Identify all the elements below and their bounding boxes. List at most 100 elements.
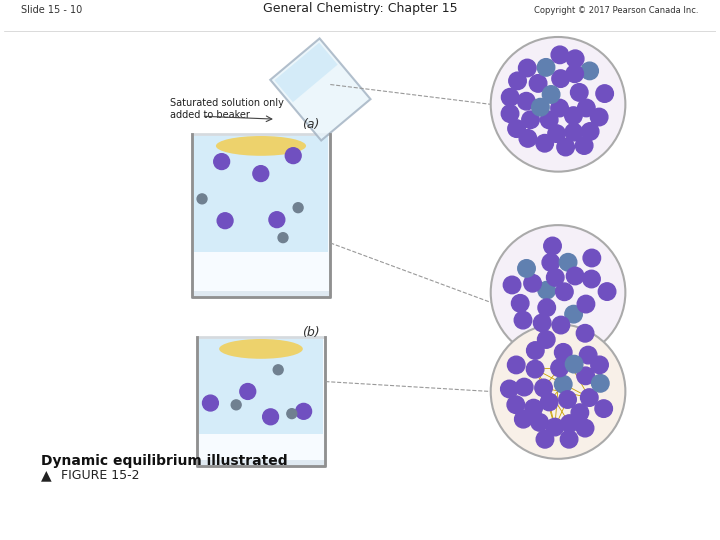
Circle shape [253, 166, 269, 181]
Text: (a): (a) [302, 118, 319, 131]
Circle shape [534, 314, 551, 332]
Circle shape [580, 389, 598, 406]
Circle shape [554, 343, 572, 361]
Circle shape [491, 37, 626, 172]
Circle shape [552, 316, 570, 334]
Circle shape [541, 393, 558, 411]
Circle shape [514, 312, 532, 329]
Bar [192, 292, 330, 298]
Circle shape [529, 75, 547, 92]
Circle shape [511, 295, 529, 312]
Circle shape [536, 430, 554, 448]
Circle shape [546, 269, 564, 286]
Circle shape [541, 111, 558, 129]
Circle shape [535, 379, 552, 397]
Text: Saturated solution only
added to beaker: Saturated solution only added to beaker [170, 98, 284, 120]
Circle shape [287, 409, 297, 419]
Circle shape [577, 367, 595, 384]
Text: FIGURE 15-2: FIGURE 15-2 [61, 469, 140, 482]
Circle shape [598, 283, 616, 300]
Bar [197, 460, 325, 465]
Circle shape [542, 86, 560, 103]
Circle shape [231, 400, 241, 410]
Circle shape [217, 213, 233, 228]
Circle shape [580, 346, 597, 364]
Text: Slide 15 - 10: Slide 15 - 10 [22, 5, 83, 15]
Circle shape [560, 430, 578, 448]
Circle shape [565, 306, 582, 323]
Circle shape [491, 225, 626, 360]
Circle shape [576, 325, 594, 342]
Circle shape [522, 111, 539, 129]
Circle shape [197, 194, 207, 204]
Circle shape [571, 404, 589, 421]
Circle shape [508, 356, 525, 374]
Circle shape [551, 99, 568, 117]
Text: General Chemistry: Chapter 15: General Chemistry: Chapter 15 [263, 2, 457, 15]
Circle shape [285, 148, 301, 164]
Circle shape [557, 138, 575, 156]
Circle shape [582, 270, 600, 288]
Circle shape [538, 299, 555, 316]
Circle shape [554, 375, 572, 393]
Circle shape [518, 260, 535, 277]
Circle shape [551, 46, 569, 64]
Circle shape [567, 267, 584, 285]
Circle shape [592, 375, 609, 392]
Circle shape [503, 276, 521, 294]
Circle shape [240, 383, 256, 400]
Circle shape [263, 409, 279, 425]
Circle shape [576, 420, 594, 437]
Circle shape [591, 356, 608, 374]
Circle shape [273, 365, 283, 375]
Circle shape [519, 130, 536, 147]
Circle shape [544, 237, 562, 255]
Circle shape [565, 124, 582, 141]
Polygon shape [274, 43, 338, 102]
Circle shape [537, 59, 554, 76]
Circle shape [531, 98, 549, 116]
Polygon shape [270, 38, 371, 140]
Circle shape [214, 154, 230, 170]
Circle shape [567, 50, 584, 68]
Circle shape [570, 84, 588, 101]
Bar [192, 134, 330, 298]
Circle shape [525, 400, 542, 417]
Circle shape [590, 109, 608, 126]
Circle shape [515, 410, 532, 428]
Circle shape [500, 380, 518, 398]
Circle shape [526, 360, 544, 378]
Circle shape [538, 281, 555, 299]
Circle shape [202, 395, 218, 411]
Circle shape [501, 105, 519, 123]
Circle shape [559, 253, 577, 271]
Circle shape [536, 134, 554, 152]
Circle shape [565, 355, 583, 373]
Ellipse shape [219, 339, 303, 359]
Text: Dynamic equilibrium illustrated: Dynamic equilibrium illustrated [41, 454, 288, 468]
Ellipse shape [216, 136, 306, 156]
Circle shape [501, 89, 519, 106]
Circle shape [269, 212, 285, 227]
Circle shape [296, 403, 312, 419]
Circle shape [491, 324, 626, 459]
Circle shape [507, 396, 525, 414]
Circle shape [546, 418, 564, 436]
Circle shape [561, 415, 578, 433]
Bar [197, 337, 325, 465]
Circle shape [564, 107, 582, 124]
Circle shape [524, 274, 541, 292]
Circle shape [518, 59, 536, 77]
Circle shape [575, 137, 593, 154]
Circle shape [577, 295, 595, 313]
Circle shape [538, 331, 555, 348]
Circle shape [559, 391, 576, 408]
Text: ▲: ▲ [41, 469, 52, 483]
Circle shape [531, 414, 549, 431]
Text: (b): (b) [302, 326, 319, 339]
Circle shape [551, 359, 568, 377]
Circle shape [509, 72, 526, 90]
Bar [199, 339, 323, 434]
Bar [194, 136, 328, 252]
Circle shape [552, 70, 570, 87]
